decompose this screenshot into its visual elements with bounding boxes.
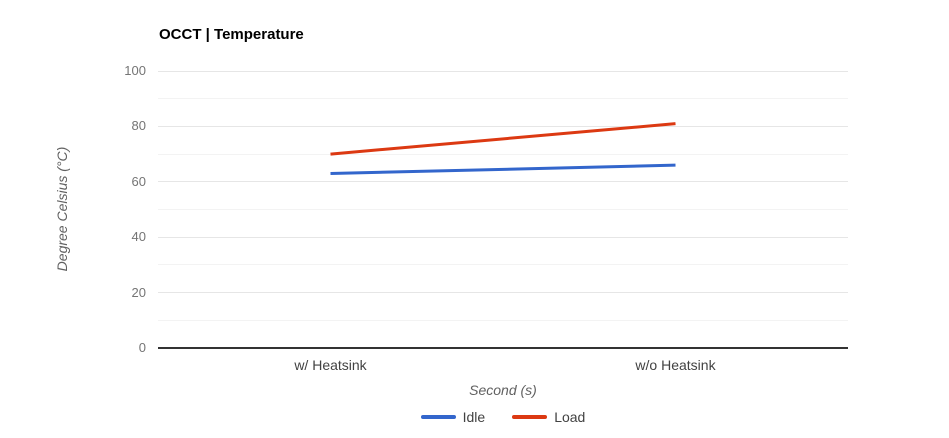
y-axis-tick-labels: 0 20 40 60 80 100 bbox=[0, 63, 146, 355]
x-category-label: w/ Heatsink bbox=[294, 357, 367, 373]
chart-title: OCCT | Temperature bbox=[159, 26, 304, 43]
x-axis-baseline bbox=[158, 347, 848, 349]
series-lines bbox=[330, 122, 676, 175]
y-tick-label: 20 bbox=[131, 285, 146, 300]
legend-item-idle: Idle bbox=[420, 409, 486, 425]
y-tick-label: 80 bbox=[131, 118, 146, 133]
major-gridline bbox=[158, 181, 848, 182]
legend-line-marker bbox=[420, 415, 456, 419]
series-line-idle bbox=[330, 163, 676, 175]
x-category-label: w/o Heatsink bbox=[635, 357, 716, 373]
major-gridline bbox=[158, 126, 848, 127]
minor-gridline bbox=[158, 320, 848, 321]
minor-gridline bbox=[158, 209, 848, 210]
minor-gridline bbox=[158, 264, 848, 265]
legend-label: Idle bbox=[462, 409, 486, 425]
minor-gridline bbox=[158, 98, 848, 99]
minor-gridline bbox=[158, 154, 848, 155]
x-axis-category-labels: w/ Heatsink w/o Heatsink bbox=[158, 357, 848, 375]
legend-label: Load bbox=[554, 409, 586, 425]
major-gridline bbox=[158, 71, 848, 72]
x-axis-title: Second (s) bbox=[469, 382, 537, 398]
legend-line-marker bbox=[512, 415, 548, 419]
legend-item-load: Load bbox=[512, 409, 585, 425]
major-gridline bbox=[158, 292, 848, 293]
major-gridline bbox=[158, 237, 848, 238]
plot-area bbox=[158, 71, 848, 349]
y-tick-label: 40 bbox=[131, 229, 146, 244]
y-tick-label: 60 bbox=[131, 174, 146, 189]
chart-legend: Idle Load bbox=[158, 407, 848, 427]
y-tick-label: 0 bbox=[138, 340, 146, 355]
y-tick-label: 100 bbox=[124, 63, 146, 78]
series-line-load bbox=[330, 122, 676, 156]
